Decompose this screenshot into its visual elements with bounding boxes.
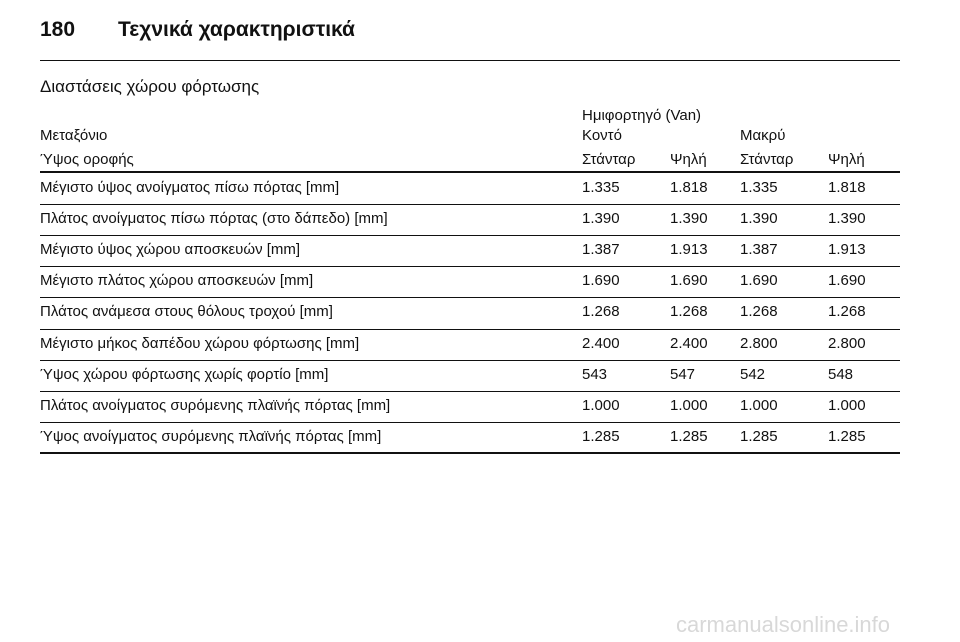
cell-value: 1.913 (670, 241, 708, 259)
row-rule (40, 266, 900, 268)
page-title: Τεχνικά χαρακτηριστικά (118, 18, 355, 41)
cell-value: 542 (740, 365, 766, 383)
cell-value: 1.000 (670, 396, 708, 414)
row-label: Πλάτος ανοίγματος πίσω πόρτας (στο δάπεδ… (40, 210, 388, 228)
row-rule (40, 359, 900, 361)
cell-value: 1.818 (670, 179, 708, 196)
cell-value: 543 (582, 365, 608, 383)
cell-value: 1.690 (828, 272, 866, 290)
cell-value: 1.000 (828, 396, 866, 414)
cell-value: 1.387 (740, 241, 778, 259)
cell-value: 1.690 (582, 272, 620, 290)
cell-value: 548 (828, 365, 854, 383)
row-rule (40, 297, 900, 299)
row-rule (40, 451, 900, 454)
cell-value: 2.800 (740, 334, 778, 352)
column-header: Κοντό (582, 127, 622, 144)
cell-value: 1.285 (828, 427, 866, 445)
cell-value: 2.400 (670, 334, 708, 352)
column-header: Στάνταρ (582, 151, 636, 168)
cell-value: 1.285 (670, 427, 708, 445)
watermark: carmanualsonline.info (676, 612, 891, 637)
row-rule (40, 421, 900, 423)
cell-value: 2.400 (582, 334, 620, 352)
row-rule (40, 235, 900, 237)
row-label: Πλάτος ανάμεσα στους θόλους τροχού [mm] (40, 303, 333, 321)
cell-value: 1.268 (582, 303, 620, 321)
row-label: Μέγιστο ύψος χώρου αποσκευών [mm] (40, 241, 301, 259)
row-label: Πλάτος ανοίγματος συρόμενης πλαϊνής πόρτ… (40, 396, 391, 414)
cell-value: 1.268 (828, 303, 866, 321)
cell-value: 1.818 (828, 179, 866, 196)
cell-value: 2.800 (828, 334, 866, 352)
cell-value: 1.690 (670, 272, 708, 290)
cell-value: 1.000 (740, 396, 778, 414)
row-label: Μέγιστο ύψος ανοίγματος πίσω πόρτας [mm] (40, 179, 340, 196)
row-label: Μεταξόνιο (40, 127, 108, 144)
row-rule (40, 328, 900, 330)
column-header: Ψηλή (828, 151, 865, 168)
section-title: Διαστάσεις χώρου φόρτωσης (40, 77, 260, 96)
cell-value: 1.335 (582, 179, 620, 196)
row-label: Ύψος χώρου φόρτωσης χωρίς φορτίο [mm] (40, 365, 329, 383)
cell-value: 1.285 (582, 427, 620, 445)
cell-value: 1.285 (740, 427, 778, 445)
page-number: 180 (40, 18, 76, 41)
row-label: Μέγιστο μήκος δαπέδου χώρου φόρτωσης [mm… (40, 334, 360, 352)
cell-value: 1.000 (582, 396, 620, 414)
cell-value: 1.387 (582, 241, 620, 259)
cell-value: 1.390 (740, 210, 778, 228)
column-header: Στάνταρ (740, 151, 794, 168)
table-rule (40, 171, 900, 173)
cell-value: 1.390 (828, 210, 866, 228)
cell-value: 1.390 (670, 210, 708, 228)
cell-value: 1.335 (740, 179, 778, 196)
column-header: Ψηλή (670, 151, 707, 168)
cell-value: 1.268 (740, 303, 778, 321)
row-label: Ύψος ανοίγματος συρόμενης πλαϊνής πόρτας… (40, 427, 382, 445)
row-label: Μέγιστο πλάτος χώρου αποσκευών [mm] (40, 272, 314, 290)
cell-value: 1.268 (670, 303, 708, 321)
group-header: Ημιφορτηγό (Van) (582, 107, 702, 124)
row-rule (40, 390, 900, 392)
cell-value: 1.390 (582, 210, 620, 228)
header-rule (40, 60, 900, 61)
column-header: Μακρύ (740, 127, 786, 144)
row-rule (40, 204, 900, 206)
row-label: Ύψος οροφής (40, 151, 134, 168)
cell-value: 1.690 (740, 272, 778, 290)
cell-value: 547 (670, 365, 696, 383)
cell-value: 1.913 (828, 241, 866, 259)
